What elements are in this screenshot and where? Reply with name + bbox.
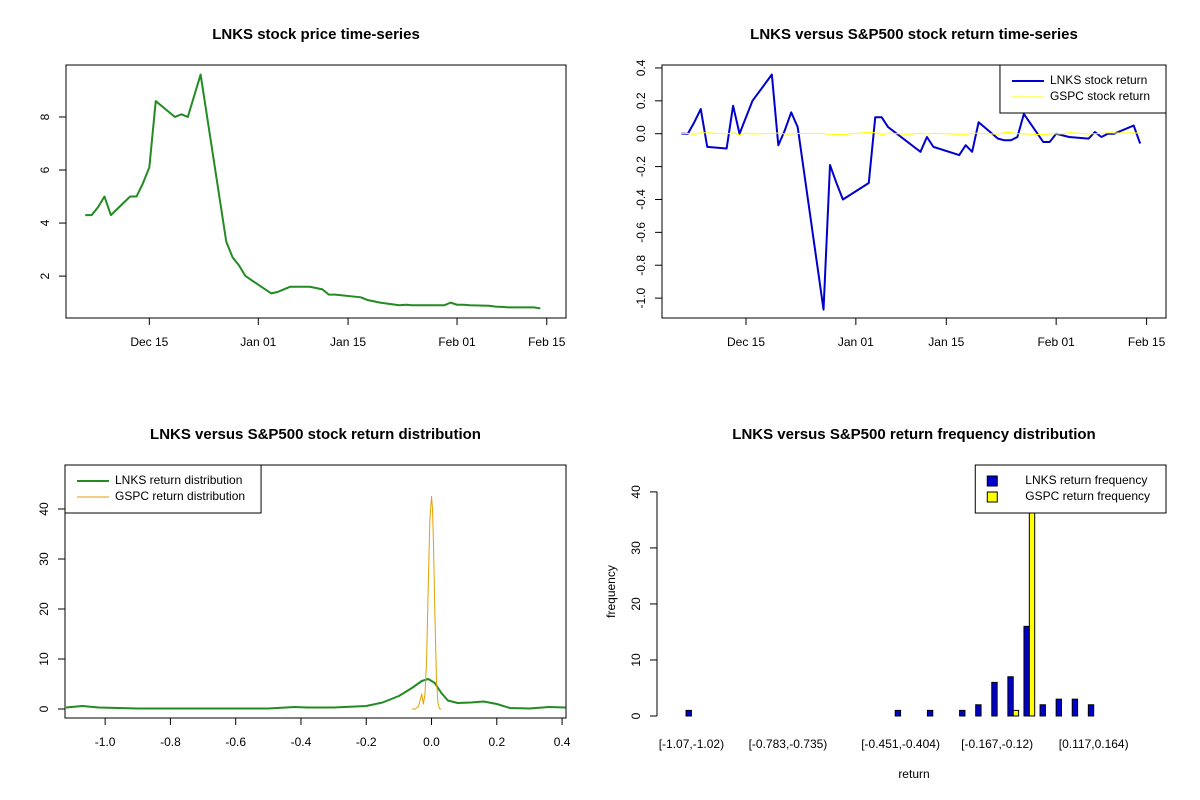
x-axis-label: return (898, 767, 929, 781)
x-tick-label: -0.2 (356, 735, 377, 749)
legend-label: LNKS stock return (1050, 73, 1147, 87)
bar (959, 709, 966, 717)
y-tick-label: -0.2 (634, 156, 648, 177)
bar (1071, 698, 1079, 717)
chart-title: LNKS versus S&P500 return frequency dist… (732, 426, 1095, 443)
x-tick-label: Dec 15 (727, 335, 765, 349)
series-group (681, 73, 1142, 311)
y-tick-label: -1.0 (634, 287, 648, 308)
legend: LNKS stock return GSPC stock return (999, 64, 1167, 114)
bar (1007, 676, 1014, 717)
legend-label: GSPC return distribution (115, 489, 245, 503)
y-tick-label: 20 (629, 597, 643, 611)
y-tick-label: 6 (38, 166, 52, 173)
x-tick-label: Feb 15 (528, 335, 566, 349)
y-tick-label: 0.2 (634, 92, 648, 109)
series-group (65, 496, 566, 710)
y-tick-label: 10 (629, 653, 643, 667)
y-tick-label: -0.4 (634, 189, 648, 210)
series-line (681, 73, 1142, 311)
bar (1087, 704, 1095, 717)
legend: LNKS return distribution GSPC return dist… (64, 464, 262, 514)
x-tick-label: Jan 01 (838, 335, 874, 349)
x-tick-label: Feb 01 (438, 335, 476, 349)
bar (685, 709, 692, 717)
series-line (681, 131, 1141, 136)
x-tick-label: [-0.167,-0.12) (961, 737, 1033, 751)
x-tick-label: [-1.07,-1.02) (659, 737, 724, 751)
bar (975, 704, 982, 717)
y-tick-label: 40 (37, 502, 51, 516)
series-group (85, 73, 541, 310)
y-axis-label: frequency (604, 565, 618, 618)
bar (926, 709, 934, 717)
x-tick-label: -1.0 (95, 735, 116, 749)
y-tick-label: 0.0 (634, 125, 648, 142)
x-tick-label: Jan 15 (928, 335, 964, 349)
x-tick-label: -0.6 (225, 735, 246, 749)
y-tick-label: 0 (629, 712, 643, 719)
legend: LNKS return frequency GSPC return frequen… (974, 464, 1167, 514)
series-line (65, 678, 566, 710)
legend-box (999, 64, 1167, 114)
legend-swatch (986, 491, 998, 503)
y-tick-label: 8 (38, 113, 52, 120)
y-tick-label: 10 (37, 652, 51, 666)
x-tick-label: Jan 01 (240, 335, 276, 349)
legend-label: GSPC stock return (1050, 89, 1150, 103)
chart-title: LNKS stock price time-series (212, 26, 420, 43)
x-tick-label: 0.4 (554, 735, 571, 749)
legend-label: LNKS return frequency (1025, 473, 1147, 487)
x-tick-label: -0.8 (160, 735, 181, 749)
legend-box (974, 464, 1167, 514)
x-tick-label: 0.2 (488, 735, 505, 749)
y-tick-label: -0.8 (634, 255, 648, 276)
bar (894, 709, 902, 717)
bar (1028, 465, 1036, 717)
y-tick-label: 0.4 (634, 59, 648, 76)
bar (1012, 709, 1020, 717)
y-tick-label: 0 (37, 705, 51, 712)
legend-label: LNKS return distribution (115, 473, 242, 487)
y-tick-label: 30 (37, 552, 51, 566)
bar (1039, 704, 1046, 717)
x-tick-label: Jan 15 (330, 335, 366, 349)
y-tick-label: 40 (629, 485, 643, 499)
y-tick-label: 30 (629, 541, 643, 555)
legend-swatch (986, 475, 998, 487)
x-tick-label: Feb 15 (1128, 335, 1166, 349)
legend-label: GSPC return frequency (1025, 489, 1150, 503)
series-line (411, 496, 442, 710)
y-tick-label: 20 (37, 602, 51, 616)
x-tick-label: [-0.783,-0.735) (749, 737, 828, 751)
x-tick-label: Feb 01 (1037, 335, 1075, 349)
x-tick-label: 0.0 (423, 735, 440, 749)
y-tick-label: 2 (38, 272, 52, 279)
x-tick-label: [-0.451,-0.404) (861, 737, 940, 751)
chart-title: LNKS versus S&P500 stock return time-ser… (750, 26, 1078, 43)
x-tick-label: Dec 15 (130, 335, 168, 349)
y-tick-label: -0.6 (634, 222, 648, 243)
bar (1023, 625, 1030, 717)
bars (685, 465, 1095, 717)
legend-box (64, 464, 262, 514)
series-line (85, 73, 541, 310)
bar (991, 681, 998, 717)
bar (1055, 698, 1063, 717)
x-tick-label: [0.117,0.164) (1059, 737, 1129, 751)
y-tick-label: 4 (38, 219, 52, 226)
chart-title: LNKS versus S&P500 stock return distribu… (150, 426, 481, 443)
x-tick-label: -0.4 (291, 735, 312, 749)
